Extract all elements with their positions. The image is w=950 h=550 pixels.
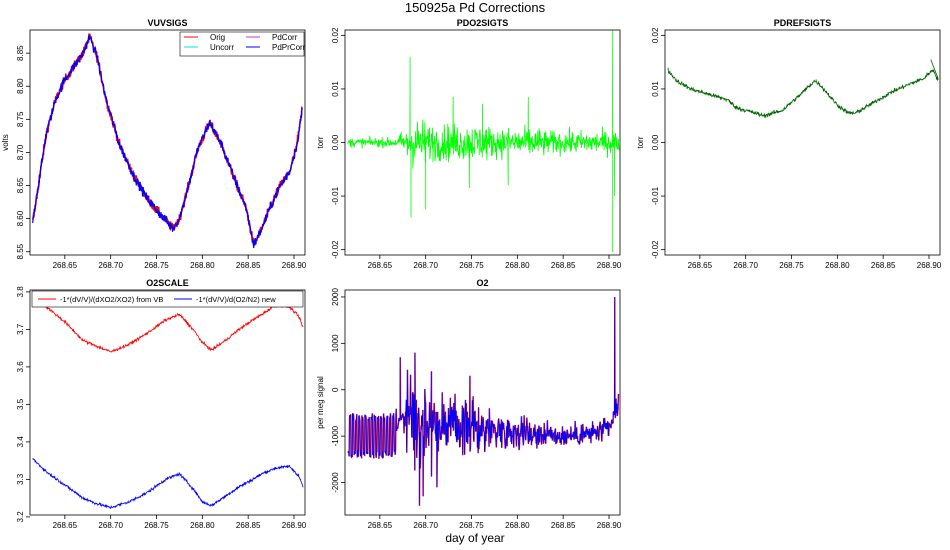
y-tick-label: 1000 — [331, 334, 340, 352]
legend-box — [31, 290, 304, 308]
figure-title: 150925a Pd Corrections — [404, 0, 546, 15]
x-tick-label: 268.80 — [825, 261, 850, 270]
y-tick-label: 0.01 — [651, 81, 660, 97]
x-tick-label: 268.65 — [368, 521, 393, 530]
x-tick-label: 268.85 — [871, 261, 896, 270]
panel-vuvsigs: VUVSIGS volts 268.65 268.70 268.75 268.80 268.… — [1, 18, 307, 270]
x-tick-label: 268.75 — [779, 261, 804, 270]
x-tick-label: 268.70 — [98, 521, 123, 530]
y-tick-label: 0 — [331, 387, 340, 392]
series-line — [31, 33, 303, 246]
series-line — [667, 59, 939, 119]
legend-box — [179, 31, 305, 57]
y-axis-label: volts — [1, 134, 10, 150]
panel-pdrefsigts: PDREFSIGTS torr 268.65 268.70 268.75 268.80 26… — [636, 18, 942, 270]
legend-label: PdPrCorr — [272, 43, 306, 52]
x-tick-label: 268.75 — [144, 521, 169, 530]
x-tick-label: 268.85 — [236, 261, 261, 270]
x-tick-label: 268.90 — [282, 261, 307, 270]
x-tick-label: 268.70 — [413, 261, 438, 270]
y-tick-label: 3.7 — [16, 323, 25, 335]
y-axis-label: per meg signal — [316, 376, 325, 429]
y-tick-label: 3.8 — [16, 286, 25, 298]
x-tick-label: 268.85 — [236, 521, 261, 530]
panel-o2scale: O2SCALE 268.65 268.70 268.75 268.80 268.85 268… — [16, 278, 307, 530]
legend-label: PdCorr — [272, 33, 298, 42]
x-tick-label: 268.80 — [190, 521, 215, 530]
y-tick-label: 8.80 — [16, 78, 25, 94]
y-tick-label: 0.00 — [651, 134, 660, 150]
series-line — [32, 458, 304, 509]
x-tick-label: 268.80 — [505, 261, 530, 270]
y-tick-label: 3.2 — [16, 511, 25, 523]
y-tick-label: 0.02 — [651, 27, 660, 43]
legend-label: -1*(dV/V)/(dXO2/XO2) from VB — [60, 295, 163, 304]
y-tick-label: -0.01 — [651, 186, 660, 205]
x-tick-label: 268.65 — [53, 521, 78, 530]
x-tick-label: 268.85 — [551, 261, 576, 270]
plot-frame — [29, 29, 306, 256]
y-tick-label: 8.85 — [16, 45, 25, 61]
y-tick-label: 3.3 — [16, 473, 25, 485]
plot-frame — [29, 289, 306, 516]
y-tick-label: 0.02 — [331, 27, 340, 43]
y-tick-label: 8.75 — [16, 111, 25, 127]
y-tick-label: -1000 — [331, 425, 340, 446]
panel-title: PDO2SIGTS — [457, 18, 509, 28]
panel-title: PDREFSIGTS — [774, 18, 832, 28]
y-tick-label: -0.01 — [331, 186, 340, 205]
panel-pdo2sigts: PDO2SIGTS torr 268.65 268.70 268.75 268.80 268… — [316, 18, 622, 270]
plot-frame — [344, 289, 621, 516]
x-axis-label: day of year — [445, 531, 505, 545]
x-tick-label: 268.65 — [368, 261, 393, 270]
x-tick-label: 268.70 — [413, 521, 438, 530]
y-tick-label: 8.60 — [16, 210, 25, 226]
y-axis-label: torr — [316, 136, 325, 148]
series-line — [347, 30, 620, 253]
x-tick-label: 268.70 — [733, 261, 758, 270]
panel-o2: O2 per meg signal 268.65 268.70 268.75 268.80… — [316, 278, 622, 530]
y-axis-label: torr — [636, 136, 645, 148]
x-tick-label: 268.85 — [551, 521, 576, 530]
x-tick-label: 268.90 — [282, 521, 307, 530]
x-tick-label: 268.65 — [53, 261, 78, 270]
series-line — [32, 291, 304, 353]
x-tick-label: 268.70 — [98, 261, 123, 270]
legend-label: Orig — [210, 33, 225, 42]
plot-frame — [664, 29, 941, 256]
y-tick-label: 8.55 — [16, 243, 25, 259]
x-tick-label: 268.80 — [190, 261, 215, 270]
legend-label: -1*(dV/V)/d(O2/N2) new — [196, 295, 276, 304]
y-tick-label: -0.02 — [651, 240, 660, 259]
series-line — [347, 296, 619, 506]
series-line — [32, 34, 303, 249]
y-tick-label: -0.02 — [331, 240, 340, 259]
series-line — [347, 296, 620, 506]
panel-title: O2SCALE — [146, 278, 189, 288]
x-tick-label: 268.65 — [688, 261, 713, 270]
x-tick-label: 268.75 — [144, 261, 169, 270]
y-tick-label: 3.6 — [16, 361, 25, 373]
x-tick-label: 268.90 — [597, 261, 622, 270]
y-tick-label: 3.4 — [16, 436, 25, 448]
x-tick-label: 268.75 — [459, 261, 484, 270]
x-tick-label: 268.80 — [505, 521, 530, 530]
panel-title: O2 — [476, 278, 488, 288]
y-tick-label: 8.65 — [16, 177, 25, 193]
legend-label: Uncorr — [210, 43, 234, 52]
panel-title: VUVSIGS — [147, 18, 187, 28]
y-tick-label: 2000 — [331, 288, 340, 306]
y-tick-label: 3.5 — [16, 398, 25, 410]
y-tick-label: 0.00 — [331, 134, 340, 150]
x-tick-label: 268.90 — [917, 261, 942, 270]
y-tick-label: 0.01 — [331, 81, 340, 97]
x-tick-label: 268.75 — [459, 521, 484, 530]
y-tick-label: -2000 — [331, 472, 340, 493]
x-tick-label: 268.90 — [597, 521, 622, 530]
y-tick-label: 8.70 — [16, 144, 25, 160]
